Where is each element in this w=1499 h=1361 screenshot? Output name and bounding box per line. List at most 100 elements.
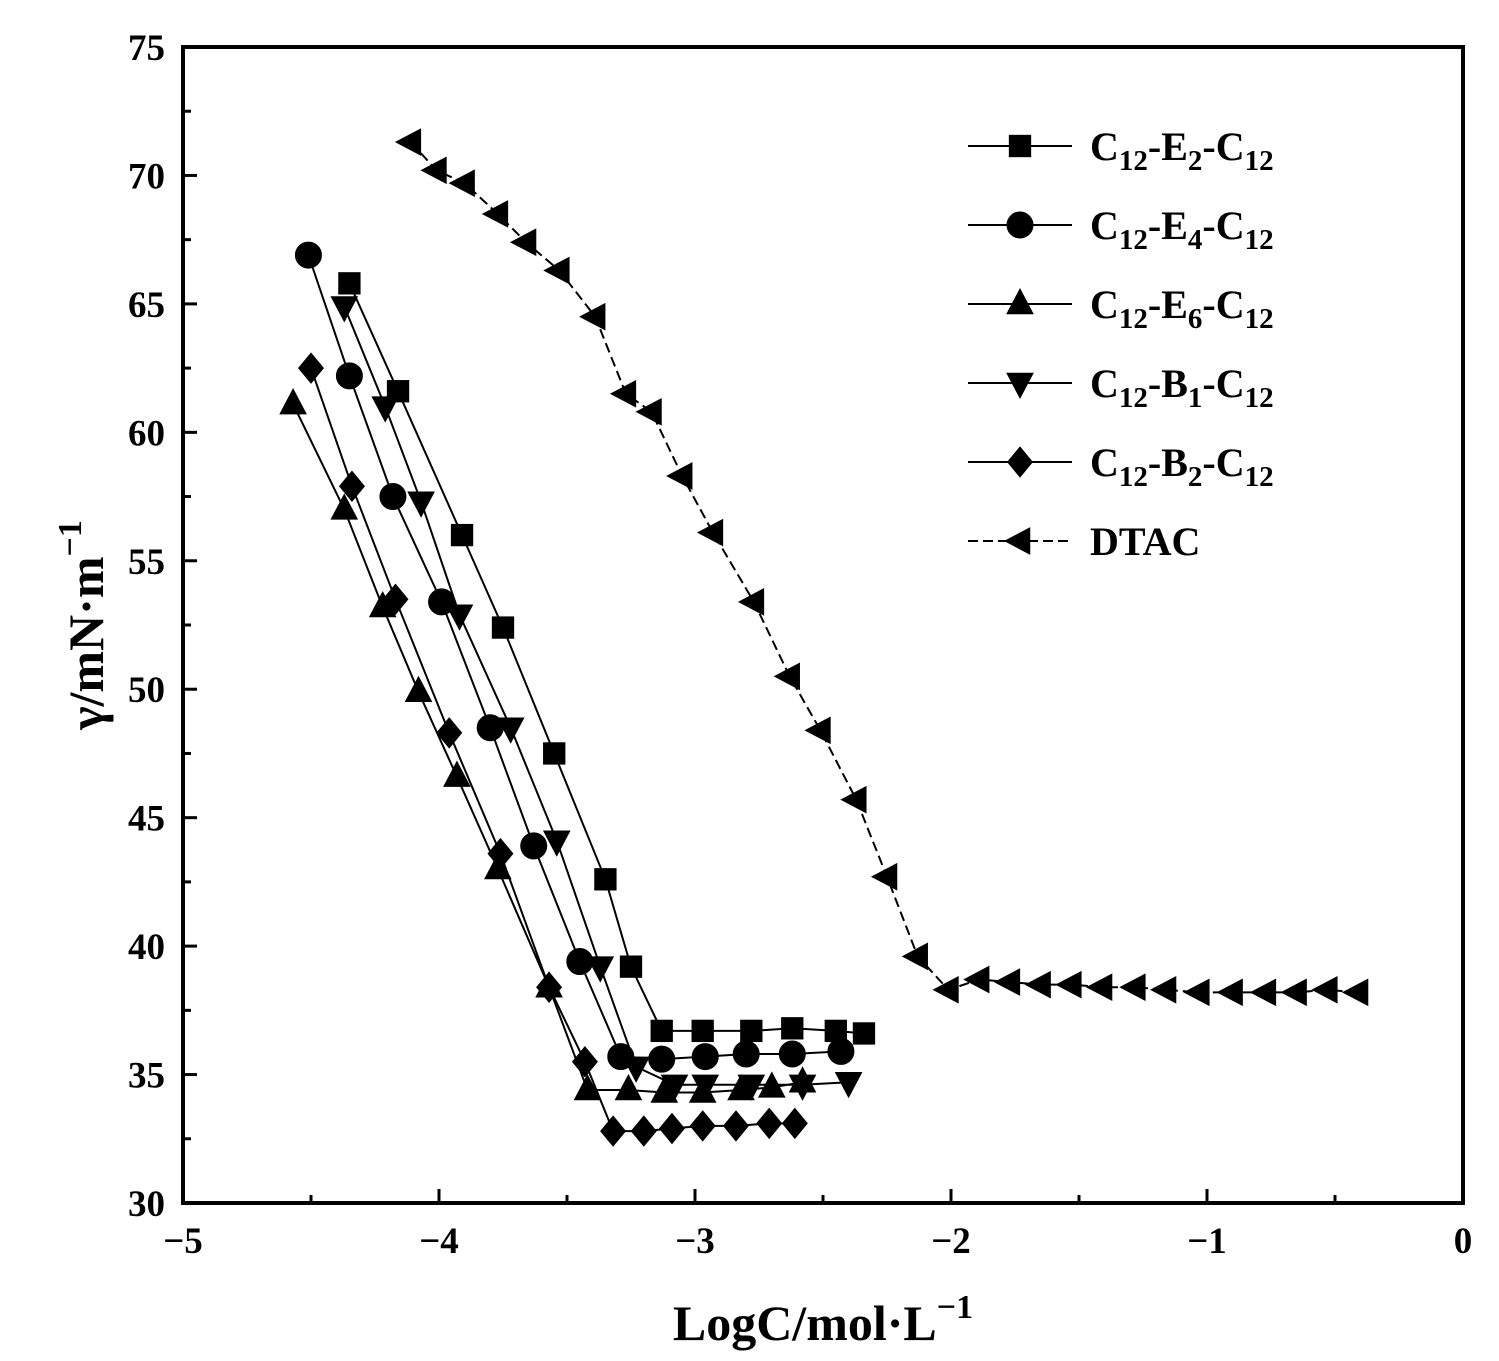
- data-point: [691, 1019, 714, 1043]
- data-point: [740, 1019, 763, 1043]
- legend-label: C12-E6-C12: [1090, 282, 1274, 335]
- plot-area: [279, 128, 1369, 1147]
- legend-label: C12-E2-C12: [1090, 124, 1274, 177]
- data-point: [594, 868, 617, 891]
- data-point: [650, 1019, 673, 1043]
- data-point: [804, 716, 831, 745]
- data-point: [689, 1110, 716, 1142]
- x-axis: −5 −4 −3 −2 −1 0: [163, 1189, 1472, 1262]
- data-point: [1150, 975, 1177, 1004]
- legend-label: C12-B1-C12: [1090, 361, 1274, 414]
- data-point: [586, 956, 615, 983]
- data-point: [732, 1040, 760, 1068]
- data-point: [420, 156, 447, 185]
- legend-label: DTAC: [1090, 519, 1200, 564]
- legend-label-text: C: [1090, 361, 1119, 406]
- data-point: [773, 662, 800, 691]
- legend-label-text: -C: [1202, 203, 1244, 248]
- data-point: [840, 785, 867, 814]
- legend-label-text: -C: [1202, 361, 1244, 406]
- data-point: [298, 352, 324, 384]
- data-point: [778, 1040, 806, 1068]
- legend-label: C12-E4-C12: [1090, 203, 1274, 256]
- y-tick-label: 35: [128, 1056, 165, 1097]
- legend-label-subscript: 12: [1119, 461, 1148, 493]
- legend-marker: [1006, 211, 1034, 239]
- series-line: [307, 254, 841, 1061]
- legend-label-subscript: 12: [1245, 382, 1274, 414]
- data-point: [404, 675, 433, 703]
- y-tick-label: 65: [128, 285, 165, 326]
- data-point: [543, 742, 566, 765]
- x-tick-label: −5: [163, 1221, 203, 1262]
- data-point: [722, 1110, 749, 1142]
- data-point: [1183, 978, 1210, 1007]
- data-point: [1280, 978, 1307, 1007]
- legend: C12-E2-C12C12-E4-C12C12-E6-C12C12-B1-C12…: [968, 124, 1274, 564]
- legend-label-text: -C: [1202, 124, 1244, 169]
- legend-label-subscript: 2: [1188, 461, 1203, 493]
- data-point: [660, 1074, 689, 1101]
- data-point: [371, 396, 400, 423]
- legend-marker: [1008, 134, 1032, 158]
- legend-marker: [1006, 287, 1034, 315]
- x-tick-label: −4: [419, 1221, 459, 1262]
- data-point: [571, 1045, 598, 1078]
- data-point: [445, 604, 474, 631]
- legend-item: C12-E2-C12: [968, 124, 1274, 177]
- x-axis-title-exponent: −1: [937, 1289, 973, 1326]
- legend-label-subscript: 12: [1119, 224, 1148, 256]
- data-point: [1086, 973, 1113, 1002]
- data-point: [781, 1017, 804, 1040]
- legend-label-subscript: 12: [1119, 303, 1148, 335]
- data-point: [330, 296, 359, 323]
- data-point: [443, 760, 471, 787]
- y-tick-label: 55: [128, 542, 165, 583]
- data-point: [635, 397, 662, 426]
- data-point: [338, 470, 365, 503]
- data-point: [658, 1112, 685, 1145]
- data-point: [379, 483, 407, 511]
- data-point: [543, 256, 570, 285]
- data-point: [1342, 978, 1369, 1007]
- data-point: [630, 1115, 657, 1147]
- legend-label-text: C: [1090, 440, 1119, 485]
- legend-label-text: -E: [1148, 203, 1188, 248]
- data-point: [481, 200, 509, 228]
- legend-label-text: DTAC: [1090, 519, 1200, 564]
- data-point: [448, 169, 475, 197]
- data-point: [781, 1107, 808, 1140]
- legend-label-subscript: 12: [1119, 145, 1148, 177]
- legend-label-subscript: 12: [1119, 382, 1148, 414]
- legend-label-subscript: 12: [1245, 145, 1274, 177]
- x-tick-label: −1: [1187, 1221, 1227, 1262]
- data-point: [335, 362, 363, 390]
- data-point: [737, 1074, 766, 1101]
- data-point: [756, 1107, 783, 1140]
- legend-label-text: -B: [1148, 361, 1188, 406]
- data-point: [852, 1022, 876, 1045]
- data-point: [536, 971, 563, 1003]
- data-point: [870, 862, 898, 891]
- data-point: [450, 523, 474, 547]
- data-point: [788, 1074, 817, 1101]
- data-point: [600, 1115, 627, 1147]
- y-axis-title-main: γ/mN·m: [58, 557, 114, 731]
- y-axis: 30 35 40 45 50 55 60 65 70 75: [128, 28, 197, 1225]
- y-axis-title: γ/mN·m−1: [52, 520, 114, 731]
- data-point: [1024, 970, 1051, 999]
- legend-label-subscript: 4: [1188, 224, 1203, 256]
- data-point: [510, 228, 537, 257]
- legend-item: DTAC: [968, 519, 1200, 564]
- legend-item: C12-B2-C12: [968, 440, 1274, 493]
- data-point: [1055, 970, 1082, 999]
- data-point: [1249, 978, 1277, 1007]
- data-point: [827, 1037, 855, 1065]
- x-tick-label: 0: [1454, 1221, 1473, 1262]
- data-point: [993, 968, 1021, 996]
- legend-label-text: -E: [1148, 124, 1188, 169]
- data-point: [394, 128, 422, 156]
- data-point: [579, 302, 606, 331]
- y-tick-label: 75: [128, 28, 165, 69]
